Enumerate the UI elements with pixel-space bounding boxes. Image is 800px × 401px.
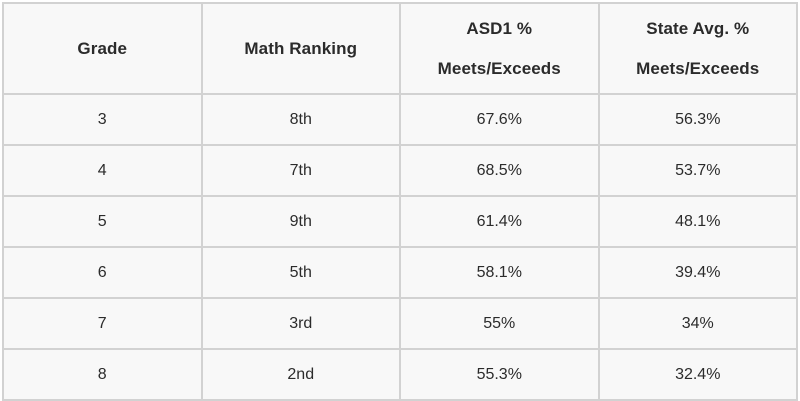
- cell-grade: 3: [2, 93, 203, 146]
- table-row: 7 3rd 55% 34%: [2, 297, 798, 350]
- table-row: 8 2nd 55.3% 32.4%: [2, 348, 798, 401]
- cell-asd1-percent: 67.6%: [399, 93, 600, 146]
- cell-math-ranking: 7th: [200, 144, 401, 197]
- cell-grade: 4: [2, 144, 203, 197]
- cell-asd1-percent: 55%: [399, 297, 600, 350]
- cell-math-ranking: 9th: [200, 195, 401, 248]
- column-header-asd1-line1: ASD1 %: [466, 19, 533, 39]
- cell-grade: 8: [2, 348, 203, 401]
- column-header-state-avg-percent: State Avg. % Meets/Exceeds: [597, 2, 798, 95]
- cell-asd1-percent: 61.4%: [399, 195, 600, 248]
- column-header-math-ranking-label: Math Ranking: [244, 38, 358, 58]
- cell-grade: 7: [2, 297, 203, 350]
- table-row: 3 8th 67.6% 56.3%: [2, 93, 798, 146]
- cell-state-avg-percent: 56.3%: [597, 93, 798, 146]
- cell-state-avg-percent: 34%: [597, 297, 798, 350]
- table-row: 6 5th 58.1% 39.4%: [2, 246, 798, 299]
- table-row: 4 7th 68.5% 53.7%: [2, 144, 798, 197]
- cell-grade: 5: [2, 195, 203, 248]
- cell-math-ranking: 3rd: [200, 297, 401, 350]
- column-header-grade-label: Grade: [77, 38, 128, 58]
- column-header-asd1-line2: Meets/Exceeds: [437, 58, 561, 78]
- column-header-state-avg-line2: Meets/Exceeds: [636, 58, 760, 78]
- cell-asd1-percent: 55.3%: [399, 348, 600, 401]
- cell-grade: 6: [2, 246, 203, 299]
- cell-math-ranking: 8th: [200, 93, 401, 146]
- table-row: 5 9th 61.4% 48.1%: [2, 195, 798, 248]
- column-header-state-avg-line1: State Avg. %: [646, 19, 750, 39]
- cell-state-avg-percent: 48.1%: [597, 195, 798, 248]
- cell-state-avg-percent: 32.4%: [597, 348, 798, 401]
- column-header-math-ranking: Math Ranking: [200, 2, 401, 95]
- cell-state-avg-percent: 53.7%: [597, 144, 798, 197]
- cell-math-ranking: 5th: [200, 246, 401, 299]
- column-header-grade: Grade: [2, 2, 203, 95]
- cell-asd1-percent: 68.5%: [399, 144, 600, 197]
- cell-math-ranking: 2nd: [200, 348, 401, 401]
- cell-asd1-percent: 58.1%: [399, 246, 600, 299]
- column-header-asd1-percent: ASD1 % Meets/Exceeds: [399, 2, 600, 95]
- header-row: Grade Math Ranking ASD1 % Meets/Exceeds: [2, 2, 798, 95]
- cell-state-avg-percent: 39.4%: [597, 246, 798, 299]
